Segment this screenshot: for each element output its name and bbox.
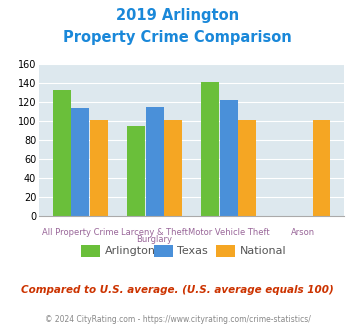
Bar (90, 120, 108, 216)
Bar (164, 120, 182, 216)
Text: Arlington: Arlington (105, 246, 155, 256)
Bar (220, 100, 238, 216)
Text: 2019 Arlington: 2019 Arlington (116, 8, 239, 23)
Bar (53, 90, 71, 216)
Text: Larceny & Theft: Larceny & Theft (121, 228, 188, 237)
Text: Arson: Arson (291, 228, 315, 237)
Text: Burglary: Burglary (137, 235, 173, 244)
Bar (313, 120, 331, 216)
Text: Property Crime Comparison: Property Crime Comparison (63, 30, 292, 45)
Bar (146, 107, 164, 216)
Text: Texas: Texas (178, 246, 208, 256)
Text: Motor Vehicle Theft: Motor Vehicle Theft (188, 228, 269, 237)
Text: National: National (240, 246, 286, 256)
Bar (127, 126, 145, 216)
Bar (239, 120, 256, 216)
Text: All Property Crime: All Property Crime (42, 228, 119, 237)
Text: © 2024 CityRating.com - https://www.cityrating.com/crime-statistics/: © 2024 CityRating.com - https://www.city… (45, 315, 310, 324)
Text: Compared to U.S. average. (U.S. average equals 100): Compared to U.S. average. (U.S. average … (21, 285, 334, 295)
Bar (71, 108, 89, 216)
Bar (201, 82, 219, 216)
